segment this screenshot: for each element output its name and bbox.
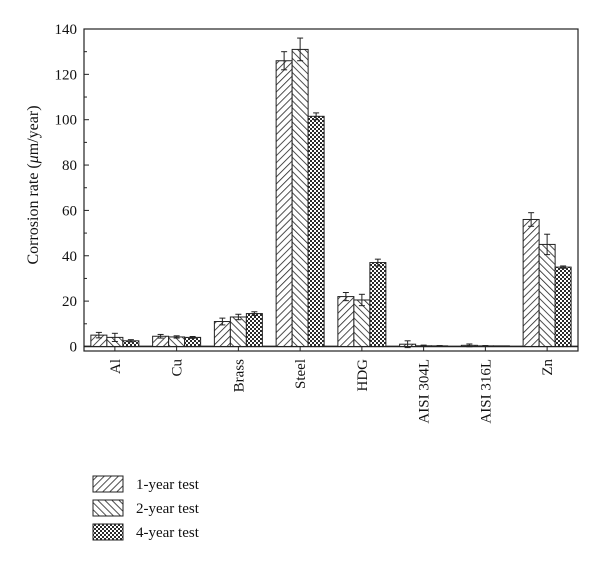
bar bbox=[229, 316, 247, 347]
bar bbox=[522, 218, 540, 347]
legend-swatch bbox=[92, 475, 124, 493]
x-tick-label: Zn bbox=[540, 359, 556, 376]
x-axis: Al Cu Brass Steel HDG AISI 304L AISI 316L Zn bbox=[108, 346, 556, 424]
x-tick-label: Brass bbox=[231, 359, 247, 392]
y-tick-label: 100 bbox=[55, 113, 78, 129]
bars-group bbox=[90, 37, 572, 349]
bar bbox=[353, 299, 371, 347]
x-tick-label: Steel bbox=[293, 359, 309, 389]
y-axis-label: Corrosion rate (μm/year) bbox=[25, 105, 42, 264]
x-tick-label: HDG bbox=[355, 359, 371, 392]
bar bbox=[337, 296, 355, 347]
x-tick-label: AISI 304L bbox=[417, 359, 433, 424]
legend-label: 2-year test bbox=[136, 501, 200, 517]
y-tick-label: 120 bbox=[55, 67, 78, 83]
legend-label: 4-year test bbox=[136, 525, 200, 541]
plot-frame bbox=[83, 28, 579, 352]
y-tick-label: 40 bbox=[62, 249, 77, 265]
bar bbox=[554, 266, 572, 347]
bar bbox=[307, 115, 325, 347]
bar bbox=[538, 243, 556, 347]
y-tick-label: 140 bbox=[55, 22, 78, 38]
y-tick-label: 20 bbox=[62, 294, 77, 310]
bar bbox=[291, 48, 309, 347]
legend-swatch bbox=[92, 499, 124, 517]
y-tick-label: 0 bbox=[70, 339, 78, 355]
legend-swatch bbox=[92, 523, 124, 541]
y-tick-label: 80 bbox=[62, 158, 77, 174]
x-tick-label: AISI 316L bbox=[478, 359, 494, 424]
legend-label: 1-year test bbox=[136, 477, 200, 493]
y-axis: 0 20 40 60 80 100 120 140 bbox=[55, 22, 89, 355]
bar bbox=[275, 60, 293, 347]
y-tick-label: 60 bbox=[62, 203, 77, 219]
x-tick-label: Al bbox=[108, 359, 124, 374]
bar bbox=[245, 313, 263, 347]
bar bbox=[369, 262, 387, 347]
x-tick-label: Cu bbox=[170, 359, 186, 377]
legend: 1-year test 2-year test 4-year test bbox=[92, 475, 200, 541]
